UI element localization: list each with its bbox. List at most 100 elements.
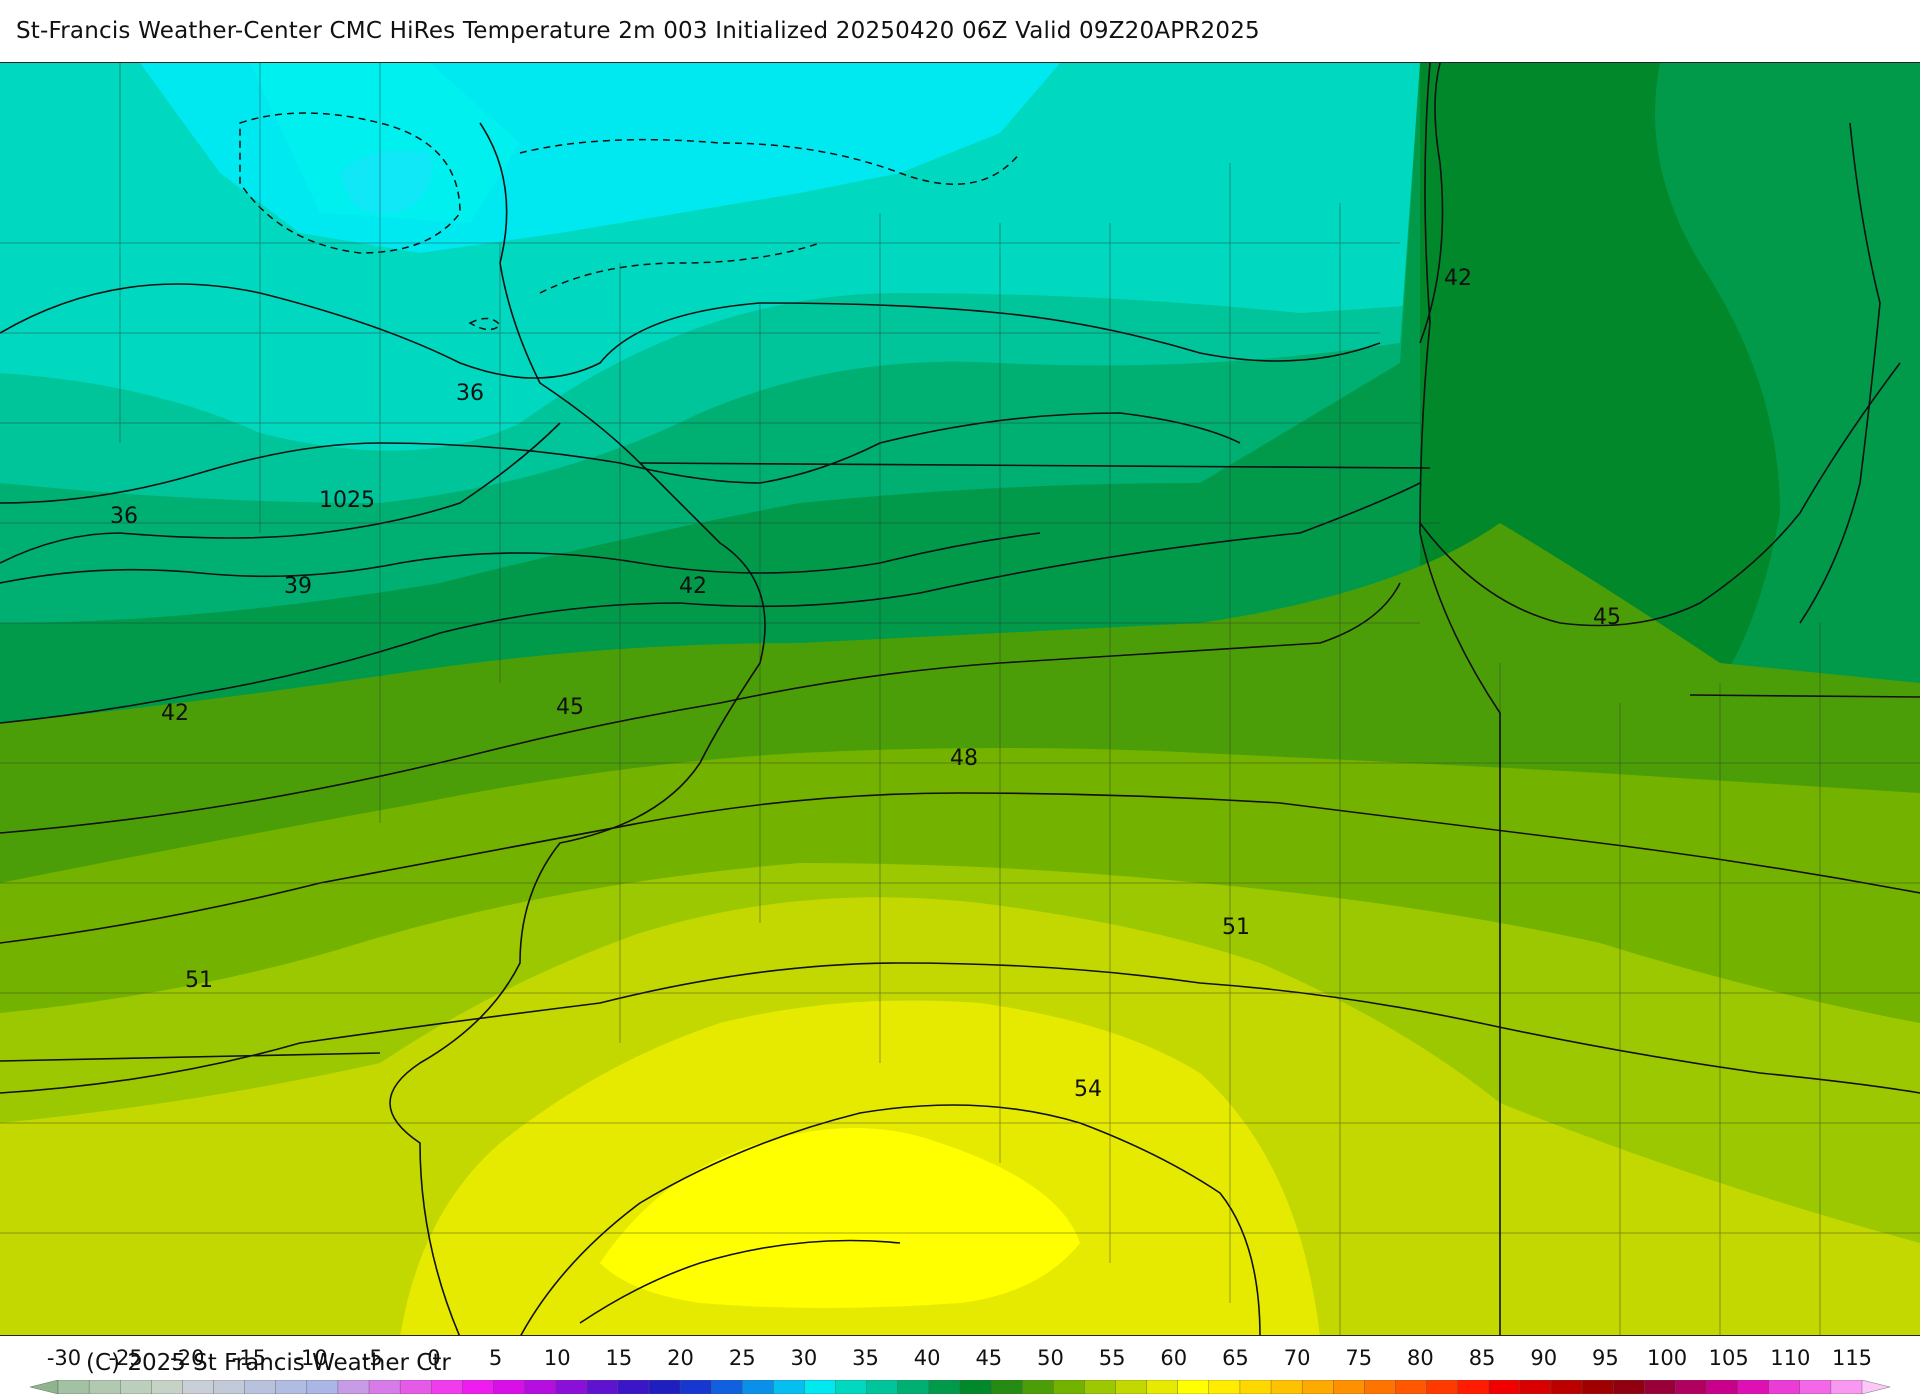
colorbar-swatch xyxy=(368,1380,401,1394)
state-line-north xyxy=(639,462,1431,469)
colorbar-swatch xyxy=(524,1380,557,1394)
colorbar-tick-label: 75 xyxy=(1345,1346,1373,1370)
colorbar-swatch xyxy=(244,1380,277,1394)
lake-shore xyxy=(1799,122,1881,624)
contour-label: 42 xyxy=(679,574,707,599)
colorbar-swatch xyxy=(1022,1380,1055,1394)
colorbar-tick-label: 60 xyxy=(1160,1346,1188,1370)
colorbar-swatch xyxy=(959,1380,992,1394)
colorbar-swatch xyxy=(1861,1380,1890,1394)
contour-label: 36 xyxy=(456,381,484,406)
colorbar-swatch xyxy=(679,1380,712,1394)
colorbar-swatch xyxy=(337,1380,370,1394)
colorbar-swatch xyxy=(1146,1380,1179,1394)
colorbar-swatch xyxy=(1053,1380,1086,1394)
colorbar-swatch xyxy=(804,1380,837,1394)
colorbar-tick-label: 80 xyxy=(1407,1346,1434,1370)
contour-label: 54 xyxy=(1074,1077,1102,1102)
colorbar-swatch xyxy=(1426,1380,1459,1394)
contour-45-east xyxy=(1419,362,1901,627)
colorbar-swatch xyxy=(897,1380,930,1394)
colorbar-tick-label: 40 xyxy=(913,1346,941,1370)
colorbar-swatch xyxy=(1706,1380,1739,1394)
band-44-45 xyxy=(1420,63,1780,683)
colorbar-tick-label: 115 xyxy=(1831,1346,1873,1370)
colorbar-swatch xyxy=(1395,1380,1428,1394)
contour-label: 39 xyxy=(284,574,312,599)
colorbar-swatch xyxy=(990,1380,1023,1394)
colorbar-swatch xyxy=(275,1380,308,1394)
colorbar-tick-label: 105 xyxy=(1708,1346,1749,1370)
colorbar-tick-label: 70 xyxy=(1283,1346,1311,1370)
colorbar-swatch xyxy=(57,1380,90,1394)
colorbar-swatch xyxy=(88,1380,121,1394)
colorbar-tick-label: 5 xyxy=(488,1346,503,1370)
band-32-35 xyxy=(0,63,1060,253)
colorbar-swatch xyxy=(742,1380,775,1394)
colorbar-swatch xyxy=(1270,1380,1303,1394)
contour-label: 51 xyxy=(185,968,213,993)
temperature-map-canvas: 36 36 39 42 42 42 45 45 48 51 51 54 1025 xyxy=(0,63,1920,1335)
colorbar-tick-label: 15 xyxy=(605,1346,633,1370)
colorbar-tick-label: 85 xyxy=(1468,1346,1496,1370)
state-line-east-2 xyxy=(1689,694,1920,698)
colorbar-tick-label: 90 xyxy=(1530,1346,1558,1370)
colorbar-tick-label: 45 xyxy=(975,1346,1003,1370)
contour-36b xyxy=(0,412,1241,504)
colorbar-swatch xyxy=(1333,1380,1366,1394)
contour-label: 1025 xyxy=(319,488,375,513)
state-boundaries xyxy=(0,63,1920,1335)
colorbar-swatch xyxy=(1457,1380,1490,1394)
colorbar-tick-label: 110 xyxy=(1770,1346,1811,1370)
state-line-south xyxy=(0,1052,381,1062)
colorbar-tick-label: -25 xyxy=(108,1346,143,1370)
dashed-contour-3 xyxy=(539,242,821,294)
dashed-contour-2 xyxy=(519,138,1021,185)
dashed-contour-1 xyxy=(239,112,461,254)
colorbar-tick-label: -30 xyxy=(46,1346,82,1370)
contour-1025 xyxy=(0,422,561,564)
colorbar-tick-label: -20 xyxy=(170,1346,205,1370)
colorbar-tick-label: 35 xyxy=(852,1346,879,1370)
colorbar-tick-label: 25 xyxy=(728,1346,756,1370)
temperature-bands xyxy=(0,63,1920,1335)
colorbar-swatch xyxy=(1581,1380,1614,1394)
colorbar-swatch xyxy=(213,1380,246,1394)
dashed-contours xyxy=(239,112,1021,331)
band-57-plus xyxy=(600,1128,1080,1308)
colorbar-swatch xyxy=(866,1380,899,1394)
colorbar-swatch xyxy=(1488,1380,1521,1394)
contour-label: 36 xyxy=(110,504,138,529)
colorbar-tick-label: 100 xyxy=(1646,1346,1688,1370)
colorbar-swatch xyxy=(1084,1380,1117,1394)
colorbar-swatch xyxy=(493,1380,526,1394)
colorbar-tick-label: -15 xyxy=(231,1346,267,1370)
state-line-east xyxy=(1419,63,1501,1335)
colorbar-swatch xyxy=(306,1380,339,1394)
copyright-notice: (C) 2025 St Francis Weather Ctr xyxy=(86,1350,451,1376)
colorbar-swatch xyxy=(1830,1380,1863,1394)
colorbar-swatch xyxy=(1550,1380,1583,1394)
colorbar-tick-label: 95 xyxy=(1592,1346,1619,1370)
contour-label: 42 xyxy=(1444,266,1472,291)
colorbar-tick-label: 55 xyxy=(1098,1346,1126,1370)
colorbar-swatch xyxy=(1301,1380,1334,1394)
colorbar-swatch xyxy=(1612,1380,1645,1394)
colorbar-swatch xyxy=(617,1380,650,1394)
contour-labels: 36 36 39 42 42 42 45 45 48 51 51 54 1025 xyxy=(110,266,1621,1102)
river-boundary xyxy=(389,122,766,1335)
colorbar-swatch xyxy=(399,1380,432,1394)
colorbar-swatch xyxy=(1177,1380,1210,1394)
contour-label: 51 xyxy=(1222,915,1250,940)
colorbar-tick-label: 50 xyxy=(1037,1346,1064,1370)
contour-54 xyxy=(520,1104,1261,1335)
colorbar-swatch xyxy=(182,1380,215,1394)
colorbar-swatch xyxy=(1239,1380,1272,1394)
colorbar-swatch xyxy=(1364,1380,1397,1394)
colorbar-swatch xyxy=(928,1380,961,1394)
colorbar-tick-label: 30 xyxy=(790,1346,818,1370)
colorbar-tick-label: 65 xyxy=(1222,1346,1249,1370)
colorbar-swatch xyxy=(1519,1380,1552,1394)
contour-label: 42 xyxy=(161,701,189,726)
colorbar-swatch xyxy=(462,1380,495,1394)
